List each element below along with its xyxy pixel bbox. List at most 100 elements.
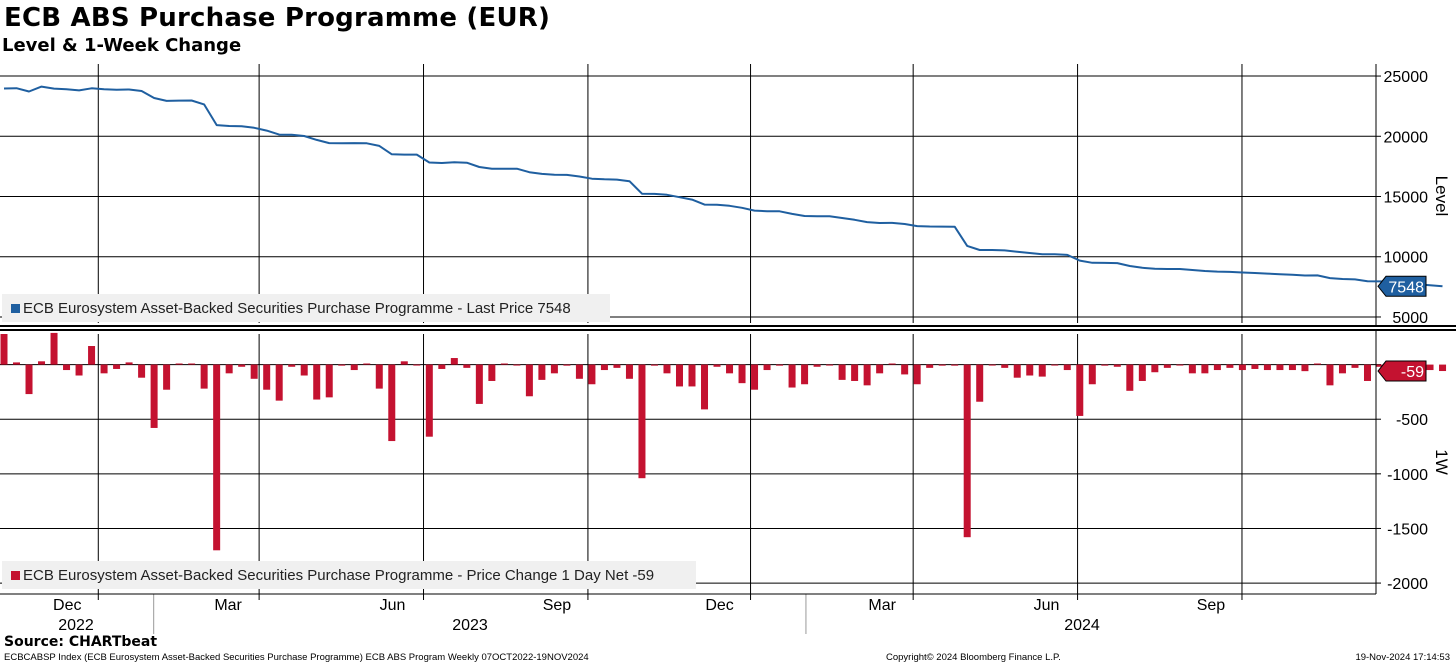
change-tick-label: -1000 <box>1387 467 1428 484</box>
change-bar <box>513 364 521 366</box>
year-label: 2023 <box>452 617 488 634</box>
change-legend-swatch <box>11 571 20 580</box>
change-bar <box>1101 364 1109 366</box>
change-last-value-tag-shape <box>1377 360 1427 382</box>
change-bar <box>75 364 83 376</box>
change-bar <box>363 363 371 365</box>
level-legend-bg <box>2 294 610 322</box>
change-bar <box>1138 364 1146 381</box>
source-label: Source: CHARTbeat <box>4 634 158 650</box>
change-bar <box>38 361 46 365</box>
change-bar <box>525 364 533 397</box>
change-bar <box>1213 364 1221 371</box>
change-bar <box>475 364 483 404</box>
change-bar <box>688 364 696 387</box>
change-bar <box>1263 364 1271 371</box>
change-bar <box>1001 364 1009 368</box>
change-bar <box>275 364 283 401</box>
change-bar <box>876 364 884 374</box>
change-bar <box>763 364 771 371</box>
change-bar <box>500 363 508 365</box>
change-bar <box>663 364 671 374</box>
change-bar <box>1151 364 1159 373</box>
level-tick-label: 20000 <box>1384 129 1429 146</box>
change-bar <box>1251 364 1259 369</box>
change-bar <box>751 364 759 390</box>
change-bar <box>388 364 396 442</box>
change-bar <box>1301 364 1309 372</box>
change-bar <box>813 364 821 367</box>
change-bar <box>338 364 346 366</box>
change-bar <box>788 364 796 388</box>
month-label: Dec <box>705 597 733 614</box>
level-tick-label: 10000 <box>1384 250 1429 267</box>
change-bar <box>1439 364 1447 372</box>
change-bar <box>238 364 246 367</box>
change-bar <box>838 364 846 380</box>
change-bar <box>951 364 959 366</box>
chart-title: ECB ABS Purchase Programme (EUR) <box>4 3 551 33</box>
change-bar <box>675 364 683 387</box>
ticker-description: ECBCABSP Index (ECB Eurosystem Asset-Bac… <box>4 652 589 663</box>
change-bar <box>163 364 171 390</box>
change-bar <box>1276 364 1284 371</box>
change-bar <box>726 364 734 374</box>
change-bar <box>1351 364 1359 368</box>
change-bar <box>650 364 658 366</box>
change-bar <box>588 364 596 385</box>
change-bar <box>1426 364 1434 371</box>
change-bar <box>188 363 196 365</box>
change-bar <box>1338 364 1346 374</box>
change-bar <box>600 364 608 371</box>
change-bar <box>1176 364 1184 366</box>
change-bar <box>1288 364 1296 371</box>
level-last-value-tag-text: 7548 <box>1388 279 1424 296</box>
level-tick-label: 25000 <box>1384 69 1429 86</box>
change-bar <box>413 364 421 366</box>
change-bar <box>438 364 446 369</box>
change-bar <box>1188 364 1196 374</box>
month-label: Mar <box>868 597 896 614</box>
change-bar <box>550 364 558 374</box>
change-bar <box>125 362 133 365</box>
change-bar <box>776 364 784 366</box>
change-bar <box>625 364 633 379</box>
change-bar <box>613 364 621 368</box>
change-bar <box>488 364 496 381</box>
change-bar <box>0 334 8 365</box>
level-legend-text: ECB Eurosystem Asset-Backed Securities P… <box>23 300 571 317</box>
change-bar <box>313 364 321 400</box>
level-last-value-tag-shape <box>1377 275 1427 297</box>
change-bar <box>63 364 71 371</box>
change-bar <box>963 364 971 538</box>
change-bar <box>1326 364 1334 386</box>
change-bar <box>713 364 721 367</box>
level-line <box>3 85 1443 288</box>
timestamp: 19-Nov-2024 17:14:53 <box>1355 652 1450 663</box>
change-bar <box>701 364 709 410</box>
change-bar <box>450 358 458 365</box>
change-bar <box>400 361 408 365</box>
change-bar <box>1113 364 1121 367</box>
year-label: 2022 <box>58 617 94 634</box>
change-bar <box>1026 364 1034 376</box>
change-bar <box>138 364 146 378</box>
change-bar <box>563 364 571 366</box>
change-bar <box>575 364 583 379</box>
change-bar <box>863 364 871 386</box>
change-bar <box>88 346 96 365</box>
copyright: Copyright© 2024 Bloomberg Finance L.P. <box>886 652 1061 663</box>
level-axis-title: Level <box>1432 176 1451 217</box>
level-last-value-tag: 7548 <box>1377 275 1427 297</box>
change-bar <box>100 364 108 374</box>
change-tick-label: -2000 <box>1387 576 1428 593</box>
change-bar <box>300 364 308 376</box>
change-bar <box>325 364 333 398</box>
change-bar <box>826 364 834 366</box>
panel-divider-bg <box>0 325 1456 331</box>
month-label: Jun <box>1034 597 1060 614</box>
change-last-value-tag: -59 <box>1377 360 1427 382</box>
month-label: Sep <box>1197 597 1226 614</box>
change-bar <box>1038 364 1046 377</box>
change-bar <box>350 364 358 371</box>
